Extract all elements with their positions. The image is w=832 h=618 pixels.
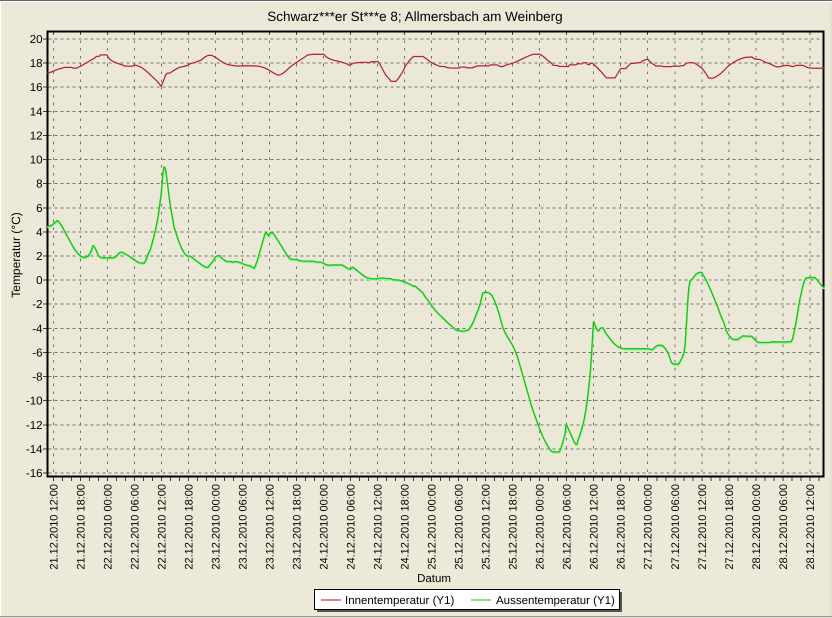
svg-text:27.12.2010 18:00: 27.12.2010 18:00 [724, 484, 736, 570]
svg-text:Innentemperatur (Y1): Innentemperatur (Y1) [345, 595, 454, 607]
svg-text:Temperatur (°C): Temperatur (°C) [9, 212, 23, 297]
svg-text:8: 8 [36, 179, 42, 191]
svg-text:24.12.2010 12:00: 24.12.2010 12:00 [373, 484, 385, 570]
svg-text:24.12.2010 06:00: 24.12.2010 06:00 [346, 484, 358, 570]
svg-text:Aussentemperatur (Y1): Aussentemperatur (Y1) [496, 595, 615, 607]
svg-text:26.12.2010 06:00: 26.12.2010 06:00 [562, 484, 574, 570]
svg-text:25.12.2010 06:00: 25.12.2010 06:00 [454, 484, 466, 570]
svg-text:26.12.2010 18:00: 26.12.2010 18:00 [616, 484, 628, 570]
svg-text:23.12.2010 06:00: 23.12.2010 06:00 [237, 484, 249, 570]
svg-text:-10: -10 [26, 396, 43, 408]
svg-text:28.12.2010 06:00: 28.12.2010 06:00 [778, 484, 790, 570]
svg-text:25.12.2010 00:00: 25.12.2010 00:00 [427, 484, 439, 570]
svg-text:0: 0 [36, 275, 42, 287]
svg-text:22.12.2010 12:00: 22.12.2010 12:00 [156, 484, 168, 570]
svg-text:-16: -16 [26, 468, 43, 480]
svg-text:-2: -2 [32, 299, 42, 311]
svg-text:2: 2 [36, 251, 42, 263]
svg-text:22.12.2010 18:00: 22.12.2010 18:00 [183, 484, 195, 570]
svg-text:-14: -14 [26, 444, 43, 456]
svg-text:24.12.2010 00:00: 24.12.2010 00:00 [319, 484, 331, 570]
svg-text:6: 6 [36, 203, 42, 215]
svg-text:27.12.2010 00:00: 27.12.2010 00:00 [643, 484, 655, 570]
svg-text:23.12.2010 18:00: 23.12.2010 18:00 [291, 484, 303, 570]
svg-text:27.12.2010 12:00: 27.12.2010 12:00 [697, 484, 709, 570]
svg-text:26.12.2010 00:00: 26.12.2010 00:00 [535, 484, 547, 570]
svg-text:23.12.2010 00:00: 23.12.2010 00:00 [210, 484, 222, 570]
svg-text:22.12.2010 06:00: 22.12.2010 06:00 [129, 484, 141, 570]
svg-text:24.12.2010 18:00: 24.12.2010 18:00 [400, 484, 412, 570]
svg-text:22.12.2010 00:00: 22.12.2010 00:00 [102, 484, 114, 570]
svg-text:-4: -4 [32, 323, 43, 335]
svg-text:23.12.2010 12:00: 23.12.2010 12:00 [264, 484, 276, 570]
svg-text:28.12.2010 00:00: 28.12.2010 00:00 [751, 484, 763, 570]
svg-text:26.12.2010 12:00: 26.12.2010 12:00 [589, 484, 601, 570]
svg-text:Schwarz***er St***e 8; Allmers: Schwarz***er St***e 8; Allmersbach am We… [267, 9, 562, 24]
svg-text:10: 10 [30, 155, 43, 167]
svg-text:16: 16 [30, 82, 43, 94]
svg-text:-12: -12 [26, 420, 43, 432]
svg-text:18: 18 [30, 58, 43, 70]
svg-text:-6: -6 [32, 347, 42, 359]
svg-text:25.12.2010 18:00: 25.12.2010 18:00 [508, 484, 520, 570]
svg-text:20: 20 [30, 34, 43, 46]
svg-text:21.12.2010 18:00: 21.12.2010 18:00 [75, 484, 87, 570]
svg-text:27.12.2010 06:00: 27.12.2010 06:00 [670, 484, 682, 570]
svg-text:-8: -8 [32, 372, 42, 384]
svg-text:12: 12 [30, 130, 43, 142]
svg-text:21.12.2010 12:00: 21.12.2010 12:00 [48, 484, 60, 570]
svg-text:4: 4 [36, 227, 43, 239]
svg-text:25.12.2010 12:00: 25.12.2010 12:00 [481, 484, 493, 570]
svg-text:14: 14 [30, 106, 43, 118]
svg-text:28.12.2010 12:00: 28.12.2010 12:00 [805, 484, 817, 570]
svg-text:Datum: Datum [417, 573, 451, 585]
